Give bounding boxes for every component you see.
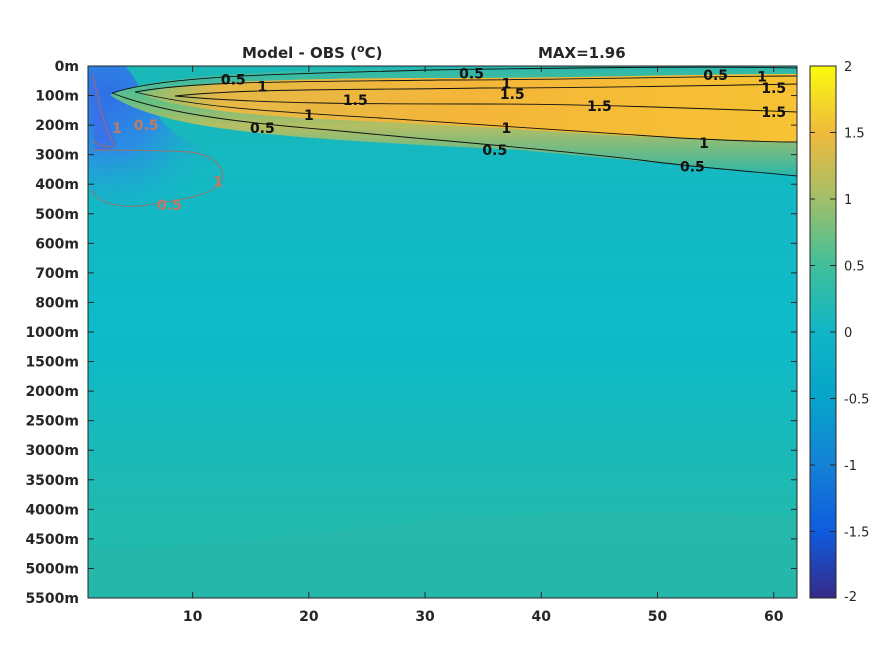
colorbar-tick-label: -2	[844, 590, 857, 605]
contours	[111, 66, 797, 177]
negative-contour-label: 0.5	[134, 118, 159, 134]
contour-label: 1	[304, 108, 314, 124]
contour-label: 0.5	[703, 68, 728, 84]
contour-1.5-upper	[174, 83, 797, 97]
max-annotation: MAX=1.96	[538, 44, 626, 62]
negative-contour-label: 0.5	[157, 198, 182, 214]
y-tick-label: 400m	[35, 177, 79, 193]
contour-label: 1	[502, 77, 512, 93]
contour-label: 1	[699, 136, 709, 152]
y-tick-label: 2500m	[25, 414, 79, 430]
colorbar-tick-label: -1.5	[844, 526, 869, 541]
y-tick-label: 300m	[35, 148, 79, 164]
y-tick-label: 100m	[35, 89, 79, 105]
contour-0.5-upper	[111, 66, 797, 94]
contour-label: 1.5	[343, 93, 368, 109]
contour-labels: 0.5 10.510.5 11.51.5 1.51.5 1.510.5 10.5 10.51…	[112, 66, 786, 214]
contour-1-lower	[134, 91, 797, 143]
y-tick-label: 5500m	[25, 591, 79, 607]
y-tick-label: 1500m	[25, 355, 79, 371]
x-tick-label: 30	[415, 609, 435, 625]
heatmap-field	[88, 66, 797, 598]
contour-label: 1.5	[587, 99, 612, 115]
y-tick-label: 3000m	[25, 443, 79, 459]
contour-label: 1.5	[761, 105, 786, 121]
x-axis: 10 20 30 40 50 60	[183, 66, 784, 625]
mid-band	[88, 280, 797, 360]
y-axis: 0m 100m 200m 300m 400m 500m 600m 700m 800m 1000m 1…	[25, 59, 797, 607]
x-tick-label: 10	[183, 609, 203, 625]
contour-label: 0.5	[221, 72, 246, 88]
y-tick-label: 4500m	[25, 532, 79, 548]
warm-tongue	[140, 74, 797, 142]
colorbar-tick-label: -1	[844, 459, 857, 474]
deep-band	[88, 513, 797, 598]
contour-label: 1	[502, 121, 512, 137]
y-tick-label: 200m	[35, 118, 79, 134]
negative-contours	[91, 73, 223, 207]
contour-0.5-lower	[111, 92, 797, 177]
contour-1-upper	[134, 75, 797, 93]
contour-label: 1.5	[500, 87, 525, 103]
contour-label: 0.5	[250, 121, 275, 137]
y-tick-label: 3500m	[25, 473, 79, 489]
colorbar-tick-label: 0	[844, 326, 852, 341]
colorbar-axis: 2 1.5 1 0.5 0 -0.5 -1 -1.5 -2	[810, 60, 869, 605]
y-tick-label: 800m	[35, 295, 79, 311]
contour-label: 1	[757, 69, 767, 85]
contour-neg1	[91, 73, 115, 148]
y-tick-label: 700m	[35, 266, 79, 282]
y-tick-label: 4000m	[25, 502, 79, 518]
y-tick-label: 2000m	[25, 384, 79, 400]
contour-label: 1.5	[761, 81, 786, 97]
y-tick-label: 0m	[55, 59, 79, 75]
y-tick-label: 600m	[35, 236, 79, 252]
y-tick-label: 5000m	[25, 561, 79, 577]
negative-contour-label: 1	[213, 174, 223, 190]
contour-label: 0.5	[482, 143, 507, 159]
contour-label: 0.5	[459, 66, 484, 82]
y-tick-label: 1000m	[25, 325, 79, 341]
colorbar-tick-label: 2	[844, 60, 852, 75]
x-tick-label: 20	[299, 609, 319, 625]
contour-label: 1	[257, 80, 267, 96]
contour-1.5-lower	[174, 95, 797, 113]
chart-title: Model - OBS (oC)	[242, 42, 382, 62]
y-tick-label: 500m	[35, 207, 79, 223]
colorbar-tick-label: -0.5	[844, 393, 869, 408]
colorbar-tick-label: 0.5	[844, 260, 865, 275]
contour-label: 0.5	[680, 159, 705, 175]
x-tick-label: 40	[532, 609, 552, 625]
colorbar-tick-label: 1	[844, 193, 852, 208]
negative-contour-label: 1	[112, 121, 122, 137]
x-tick-label: 50	[648, 609, 668, 625]
contour-neg0.5	[91, 149, 223, 207]
x-tick-label: 60	[764, 609, 784, 625]
colorbar-tick-label: 1.5	[844, 127, 865, 142]
